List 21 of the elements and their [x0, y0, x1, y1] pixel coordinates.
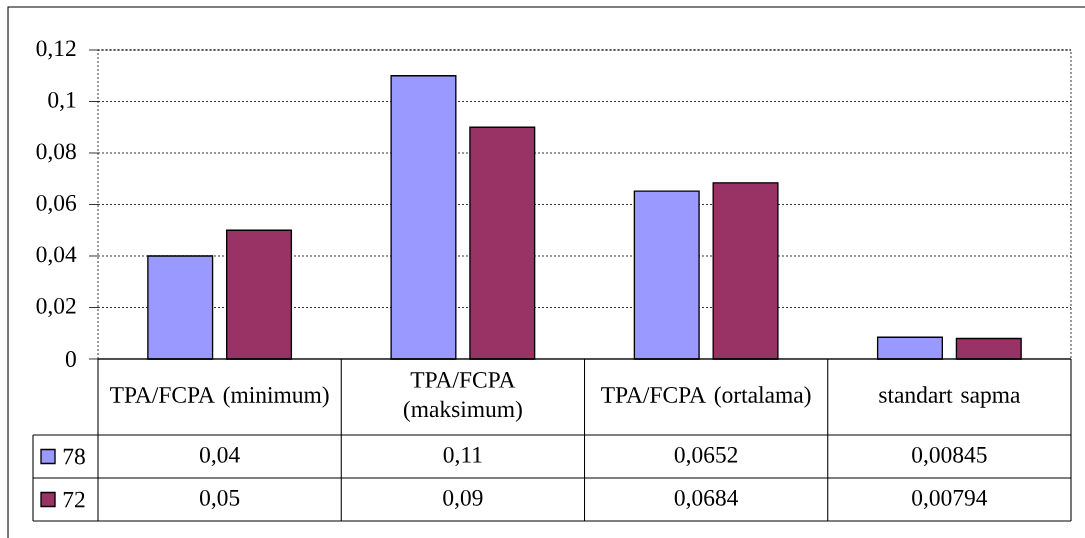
x-tick-label: TPA/FCPA (minimum)	[110, 386, 329, 408]
data-label: 0,05	[200, 489, 240, 510]
y-tick-label: 0,02	[36, 297, 76, 318]
x-tick-label: TPA/FCPA (ortalama)	[601, 386, 811, 408]
y-tick-label: 0,12	[36, 40, 76, 60]
data-label: 0,09	[443, 489, 483, 510]
data-label: 0,00845	[912, 446, 987, 467]
legend-label: 72	[63, 491, 85, 508]
y-tick-label: 0	[65, 351, 76, 367]
y-tick-label: 0,1	[48, 91, 76, 112]
x-tick-label: TPA/FCPA (maksimum)	[403, 372, 522, 422]
x-tick-label: standart sapma	[879, 386, 1021, 408]
data-label: 0,04	[200, 446, 240, 467]
legend-label: 78	[63, 448, 85, 465]
data-label: 0,00794	[912, 489, 988, 510]
y-tick-label: 0,04	[36, 246, 77, 266]
data-label: 0,11	[443, 446, 482, 467]
data-label: 0,0684	[674, 489, 739, 510]
y-tick-label: 0,08	[36, 143, 76, 163]
y-tick-label: 0,06	[36, 194, 77, 215]
data-label: 0,0652	[674, 446, 738, 467]
